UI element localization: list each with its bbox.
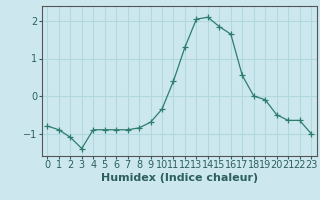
X-axis label: Humidex (Indice chaleur): Humidex (Indice chaleur) [100, 173, 258, 183]
